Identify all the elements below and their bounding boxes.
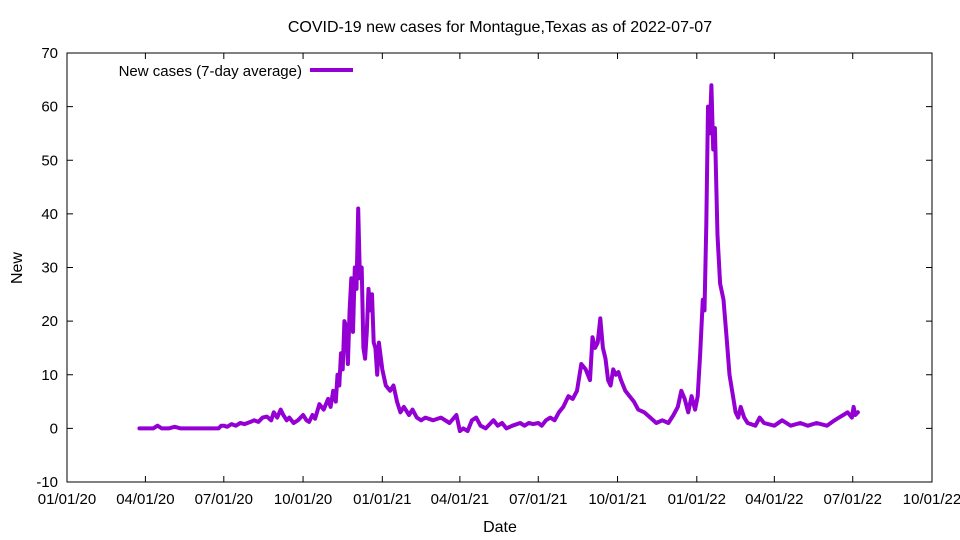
- legend-label: New cases (7-day average): [119, 63, 302, 80]
- x-axis-label: Date: [483, 519, 517, 536]
- x-tick-label-6: 07/01/21: [509, 491, 567, 508]
- y-tick-label-3: 20: [41, 313, 58, 330]
- x-tick-label-4: 01/01/21: [353, 491, 411, 508]
- x-tick-label-8: 01/01/22: [668, 491, 726, 508]
- x-tick-label-1: 04/01/20: [116, 491, 174, 508]
- y-tick-label-2: 10: [41, 367, 58, 384]
- x-tick-label-3: 10/01/20: [274, 491, 332, 508]
- x-tick-label-9: 04/01/22: [745, 491, 803, 508]
- series-line: [137, 83, 860, 434]
- chart-title: COVID-19 new cases for Montague,Texas as…: [288, 19, 712, 36]
- y-tick-label-4: 30: [41, 260, 58, 277]
- y-tick-label-0: -10: [36, 474, 58, 491]
- y-tick-label-5: 40: [41, 206, 58, 223]
- y-tick-label-6: 50: [41, 152, 58, 169]
- x-tick-label-0: 01/01/20: [38, 491, 96, 508]
- y-axis-label: New: [9, 252, 26, 284]
- x-tick-label-10: 07/01/22: [824, 491, 882, 508]
- x-tick-label-5: 04/01/21: [431, 491, 489, 508]
- x-tick-label-2: 07/01/20: [195, 491, 253, 508]
- legend: New cases (7-day average): [119, 63, 353, 80]
- y-tick-label-7: 60: [41, 99, 58, 116]
- y-tick-label-1: 0: [50, 420, 58, 437]
- y-axis: -10 0 10 20 30 40 50 60 70: [36, 45, 932, 491]
- x-tick-label-11: 10/01/22: [903, 491, 960, 508]
- x-tick-label-7: 10/01/21: [588, 491, 646, 508]
- y-tick-label-8: 70: [41, 45, 58, 62]
- x-axis: 01/01/20 04/01/20 07/01/20 10/01/20 01/01/21…: [38, 53, 960, 508]
